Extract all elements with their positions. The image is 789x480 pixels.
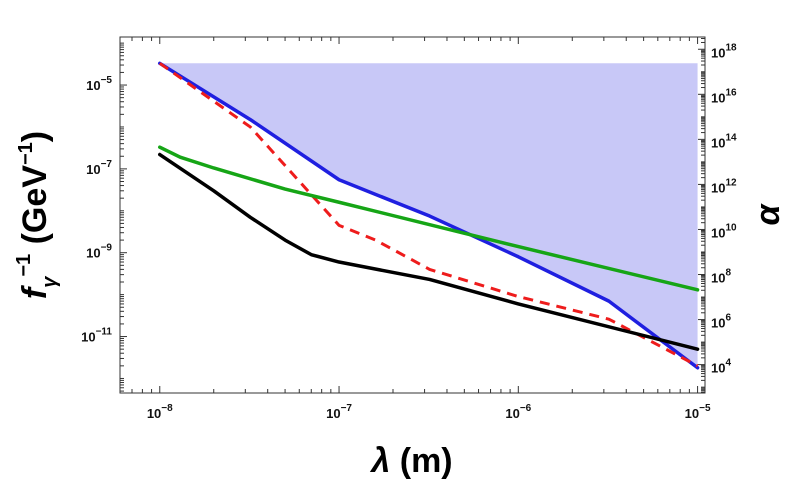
series-line-green (158, 145, 700, 292)
x-tick-label: 10−8 (147, 403, 173, 421)
y2-tick-label: 108 (711, 268, 731, 286)
y-tick-label: 10−11 (81, 327, 112, 345)
y-axis-title: fγ−1 (GeV−1) (13, 131, 61, 299)
x-tick-label: 10−7 (326, 403, 352, 421)
y-tick-label: 10−7 (86, 159, 112, 177)
series-line-blue (158, 61, 700, 370)
y2-tick-label: 106 (711, 313, 731, 331)
y2-axis-title: α (749, 203, 787, 226)
y2-tick-label: 1014 (711, 132, 737, 150)
y-tick-label: 10−9 (86, 243, 112, 261)
y2-tick-label: 1012 (711, 177, 737, 195)
x-axis-title: λ (m) (369, 442, 452, 480)
y2-tick-label: 104 (711, 358, 731, 376)
y2-tick-label: 1016 (711, 87, 737, 105)
series-line-red (158, 62, 699, 368)
x-tick-label: 10−5 (685, 403, 711, 421)
series-line-black (158, 152, 700, 351)
axis-ticks: 10−8 10−7 10−6 10−5 10−5 10−7 10−9 10−11 1018 101… (81, 37, 737, 421)
x-tick-label: 10−6 (505, 403, 531, 421)
y-tick-label: 10−5 (86, 75, 112, 93)
plot-area (158, 61, 700, 370)
y2-tick-label: 1010 (711, 222, 737, 240)
y2-tick-label: 1018 (711, 42, 737, 60)
